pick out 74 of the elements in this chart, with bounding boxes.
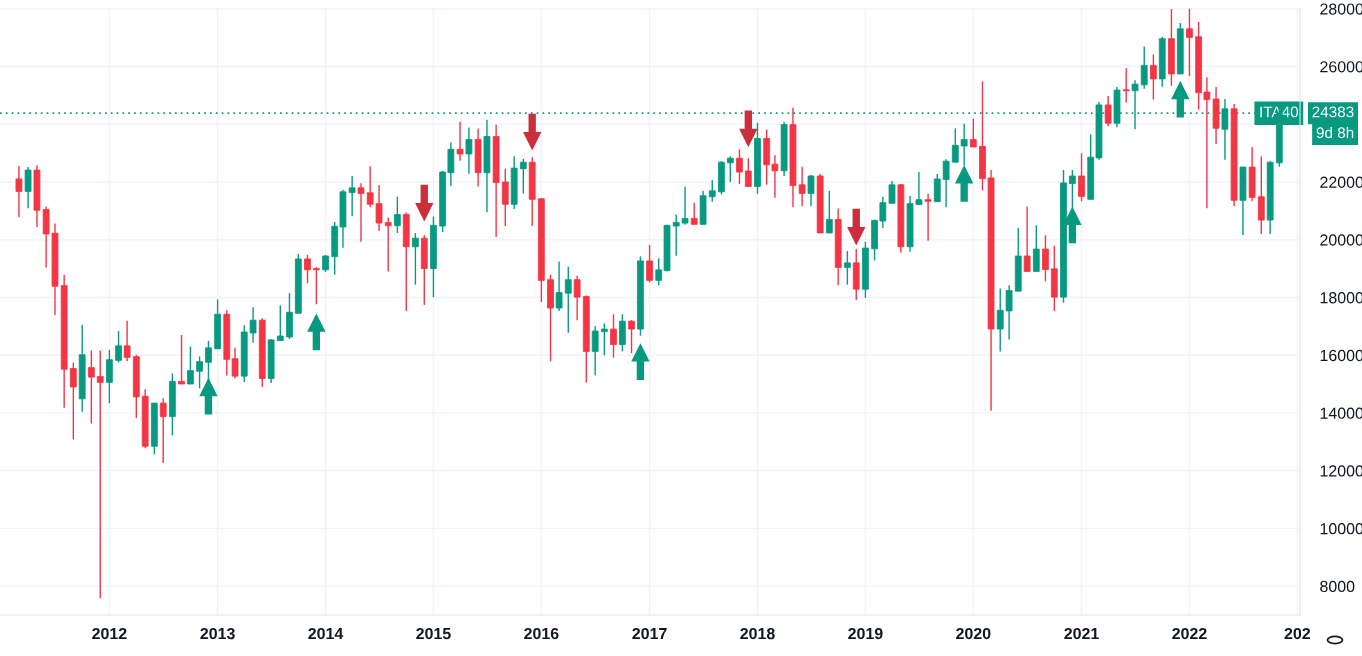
x-tick-label: 2019 <box>848 627 883 640</box>
candlestick <box>1150 53 1157 101</box>
candlestick <box>744 157 752 188</box>
candlestick <box>348 175 356 217</box>
candlestick <box>357 182 365 243</box>
candlestick <box>564 266 572 334</box>
candlestick <box>825 190 833 234</box>
candlestick <box>187 345 194 385</box>
candlestick <box>573 275 581 321</box>
x-tick-label: 2015 <box>416 627 451 640</box>
candlestick <box>591 325 599 376</box>
candlestick <box>969 118 977 148</box>
y-tick-label: 8000 <box>1320 580 1355 593</box>
candlestick <box>736 148 743 185</box>
candlestick <box>304 254 311 285</box>
x-tick-label: 2016 <box>524 627 559 640</box>
candlestick <box>1104 95 1112 127</box>
x-tick-label: 2021 <box>1064 627 1099 640</box>
candlestick <box>1032 224 1040 273</box>
candlestick <box>708 179 716 203</box>
x-tick-label: 2018 <box>740 627 775 640</box>
candlestick <box>798 166 806 207</box>
candlestick <box>519 158 527 195</box>
candlestick <box>618 313 626 353</box>
candlestick <box>501 168 509 227</box>
candlestick <box>843 250 851 286</box>
candlestick <box>384 216 392 273</box>
candlestick <box>600 322 608 357</box>
candlestick <box>178 334 185 385</box>
x-tick-label: 2012 <box>92 627 127 640</box>
candlestick <box>951 127 959 163</box>
candlestick <box>610 313 617 359</box>
candlestick <box>1122 67 1130 104</box>
candlestick <box>123 320 131 363</box>
text: 9d 8h <box>1316 126 1354 139</box>
candlestick <box>888 180 896 204</box>
ref-line-label: ITA40 <box>1260 106 1299 118</box>
candlestick <box>276 304 284 342</box>
x-tick-label: 2014 <box>308 627 344 640</box>
candlestick <box>24 166 32 209</box>
candlestick <box>1186 8 1193 77</box>
candlestick <box>1078 152 1085 203</box>
candlestick <box>933 173 941 203</box>
candlestick <box>96 349 104 600</box>
x-tick-label: 2017 <box>632 627 667 640</box>
candlestick <box>456 120 464 162</box>
candlestick <box>69 361 77 441</box>
candlestick <box>1257 155 1265 235</box>
candlestick <box>1023 205 1031 273</box>
x-tick-label: 2022 <box>1172 627 1207 640</box>
candlestick <box>196 355 203 389</box>
x-tick-label: 202 <box>1284 627 1311 640</box>
candlestick <box>1042 234 1049 283</box>
candlestick <box>807 174 815 207</box>
candlestick <box>465 126 473 175</box>
x-tick-label: 2020 <box>956 627 991 640</box>
candlestick <box>87 349 95 425</box>
candlestick <box>646 244 653 284</box>
candlestick <box>942 158 950 208</box>
candlestick <box>159 397 167 464</box>
candlestick <box>106 349 113 404</box>
candlestick <box>690 201 698 226</box>
candlestick <box>726 155 734 183</box>
candlestick <box>312 266 320 306</box>
candlestick <box>412 232 419 286</box>
candlestick <box>555 260 563 312</box>
candlestick <box>393 196 401 234</box>
candlestick <box>628 319 635 354</box>
text: 24383 <box>1312 106 1354 118</box>
candlestick <box>924 193 932 242</box>
candlestick <box>115 330 122 364</box>
x-tick-label: 2013 <box>200 627 235 640</box>
candlestick <box>15 165 23 218</box>
candlestick <box>1140 45 1148 90</box>
